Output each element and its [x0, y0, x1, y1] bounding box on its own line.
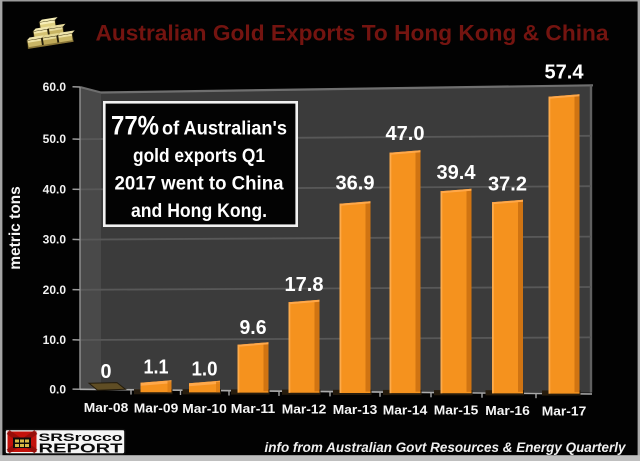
svg-text:47.0: 47.0	[386, 123, 425, 145]
svg-text:60.0: 60.0	[43, 80, 67, 94]
svg-text:1.0: 1.0	[192, 359, 218, 381]
svg-text:1.1: 1.1	[144, 357, 169, 379]
svg-text:SRSrocco: SRSrocco	[39, 432, 123, 444]
svg-text:Mar-16: Mar-16	[485, 404, 530, 418]
svg-text:0: 0	[101, 361, 112, 383]
svg-text:0.0: 0.0	[49, 382, 66, 396]
svg-text:Australian Gold Exports To Hon: Australian Gold Exports To Hong Kong & C…	[96, 21, 610, 46]
svg-text:Mar-12: Mar-12	[282, 403, 327, 417]
svg-text:REPORT: REPORT	[39, 442, 124, 456]
svg-text:9.6: 9.6	[240, 317, 267, 339]
svg-text:17.8: 17.8	[285, 274, 324, 296]
svg-text:50.0: 50.0	[43, 132, 67, 146]
svg-text:Mar-13: Mar-13	[333, 403, 378, 417]
svg-text:info from Australian Govt Reso: info from Australian Govt Resources & En…	[265, 440, 627, 455]
svg-text:Mar-15: Mar-15	[434, 404, 479, 418]
svg-text:20.0: 20.0	[43, 283, 67, 297]
svg-text:and Hong Kong.: and Hong Kong.	[131, 201, 267, 222]
svg-text:57.4: 57.4	[545, 62, 585, 84]
svg-text:metric tons: metric tons	[7, 186, 24, 270]
svg-text:Mar-11: Mar-11	[231, 402, 276, 416]
svg-text:36.9: 36.9	[336, 173, 375, 195]
svg-text:40.0: 40.0	[43, 182, 67, 196]
svg-text:77%: 77%	[111, 111, 159, 141]
svg-text:2017 went to China: 2017 went to China	[115, 174, 284, 195]
svg-text:of Australian's: of Australian's	[162, 119, 287, 140]
svg-text:Mar-09: Mar-09	[134, 401, 179, 415]
svg-text:Mar-08: Mar-08	[84, 401, 129, 415]
svg-text:Mar-10: Mar-10	[182, 402, 227, 416]
svg-text:30.0: 30.0	[43, 233, 67, 247]
svg-text:10.0: 10.0	[43, 333, 67, 347]
svg-text:gold exports Q1: gold exports Q1	[133, 146, 265, 167]
svg-text:37.2: 37.2	[488, 174, 527, 196]
svg-text:39.4: 39.4	[437, 162, 477, 184]
svg-text:Mar-14: Mar-14	[383, 403, 428, 417]
svg-text:Mar-17: Mar-17	[542, 404, 587, 418]
